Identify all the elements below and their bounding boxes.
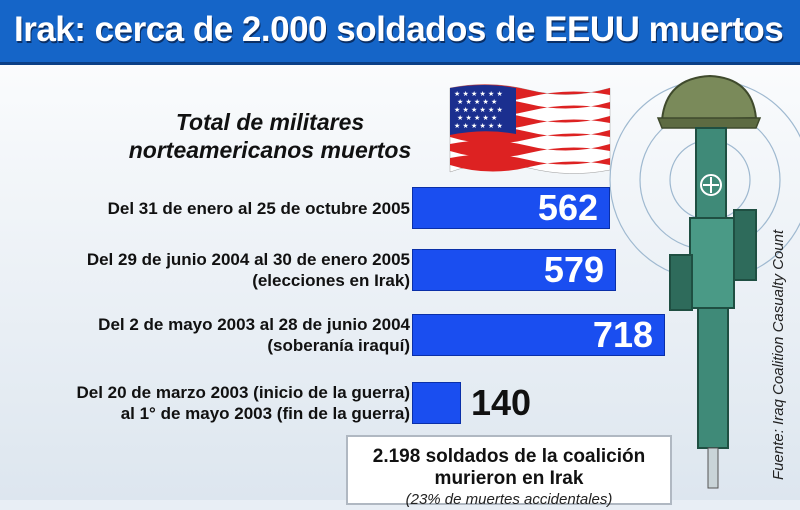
coalition-summary-line2: murieron en Irak bbox=[434, 468, 584, 489]
svg-text:★ ★ ★ ★ ★: ★ ★ ★ ★ ★ bbox=[457, 114, 497, 122]
bar bbox=[412, 249, 616, 291]
bar-category-label: Del 20 de marzo 2003 (inicio de la guerr… bbox=[76, 382, 410, 424]
bar-category-label: Del 31 de enero al 25 de octubre 2005 bbox=[108, 198, 410, 219]
bar-value-label: 579 bbox=[543, 249, 604, 290]
page-title: Irak: cerca de 2.000 soldados de EEUU mu… bbox=[14, 10, 784, 49]
bar bbox=[412, 187, 610, 229]
svg-text:★ ★ ★ ★ ★ ★: ★ ★ ★ ★ ★ ★ bbox=[454, 122, 503, 130]
rifle bbox=[669, 127, 757, 489]
bar-value-label: 140 bbox=[471, 382, 532, 423]
helmet bbox=[656, 74, 762, 129]
coalition-summary-line1: 2.198 soldados de la coalición bbox=[372, 446, 646, 467]
bar-category-label-line: al 1° de mayo 2003 (fin de la guerra) bbox=[120, 404, 410, 423]
bar bbox=[412, 382, 461, 424]
bar-category-label-line: Del 29 de junio 2004 al 30 de enero 2005 bbox=[86, 250, 410, 269]
bar-category-label-line: (soberanía iraquí) bbox=[267, 336, 410, 355]
bar-value-label: 562 bbox=[537, 187, 598, 228]
source-credit: Fuente: Iraq Coalition Casualty Count bbox=[770, 229, 787, 480]
us-flag-icon: ★ ★ ★ ★ ★ ★ ★ ★ ★ ★ ★ ★ ★ ★ ★ ★ ★ ★ ★ ★ … bbox=[449, 84, 611, 174]
svg-text:★ ★ ★ ★ ★ ★: ★ ★ ★ ★ ★ ★ bbox=[454, 90, 503, 98]
bar-value-label: 718 bbox=[592, 314, 653, 355]
flag-stars: ★ ★ ★ ★ ★ ★ ★ ★ ★ ★ ★ ★ ★ ★ ★ ★ ★ ★ ★ ★ … bbox=[454, 90, 503, 130]
coalition-summary-box: 2.198 soldados de la coalición murieron … bbox=[346, 435, 672, 508]
bar-category-label-line: Del 2 de mayo 2003 al 28 de junio 2004 bbox=[98, 315, 410, 334]
bar-category-label: Del 2 de mayo 2003 al 28 de junio 2004 (s… bbox=[98, 314, 410, 356]
bar-category-label-line: Del 20 de marzo 2003 (inicio de la guerr… bbox=[76, 383, 410, 402]
svg-text:★ ★ ★ ★ ★ ★: ★ ★ ★ ★ ★ ★ bbox=[454, 106, 503, 114]
bar-category-label: Del 29 de junio 2004 al 30 de enero 2005… bbox=[87, 249, 410, 291]
title-bar: Irak: cerca de 2.000 soldados de EEUU mu… bbox=[0, 0, 800, 65]
rifle-helmet-memorial-icon bbox=[609, 74, 800, 489]
coalition-summary-note: (23% de muertes accidentales) bbox=[405, 491, 613, 508]
svg-text:★ ★ ★ ★ ★: ★ ★ ★ ★ ★ bbox=[457, 98, 497, 106]
chart-title: Total de militares norteamericanos muert… bbox=[128, 109, 412, 163]
bar bbox=[412, 314, 665, 356]
bar-category-label-line: (elecciones en Irak) bbox=[252, 271, 410, 290]
flag-canton bbox=[450, 85, 516, 135]
bar-category-label-line: Del 31 de enero al 25 de octubre 2005 bbox=[107, 198, 410, 218]
